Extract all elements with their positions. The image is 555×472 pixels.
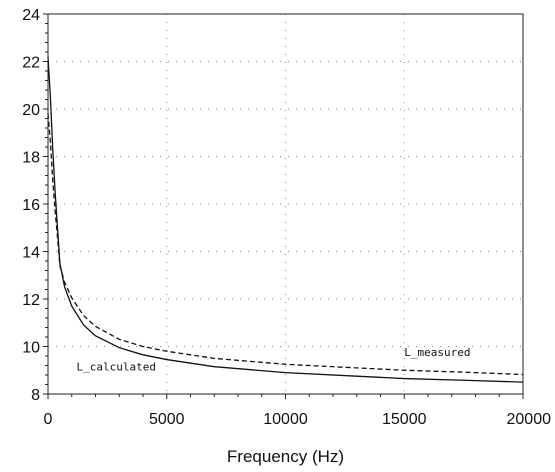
- annotations: L_calculated L_measured: [77, 346, 471, 373]
- y-axis: 8 10 12 14 16 18 20 22 24: [22, 7, 49, 404]
- y-tick-label: 16: [22, 197, 40, 214]
- y-tick-label: 12: [22, 292, 40, 309]
- y-tick-label: 18: [22, 150, 40, 167]
- y-tick-label: 20: [22, 102, 40, 119]
- x-tick-label: 20000: [507, 411, 552, 428]
- x-axis: 0 5000 10000 15000 20000: [44, 393, 552, 428]
- y-tick-label: 14: [22, 245, 40, 262]
- series-annotation: L_measured: [404, 346, 470, 359]
- y-tick-label: 24: [22, 7, 40, 24]
- plot-area: [48, 14, 523, 394]
- series-annotation: L_calculated: [77, 360, 156, 373]
- series-group: [47, 56, 524, 383]
- y-tick-label: 10: [22, 340, 40, 357]
- x-tick-label: 10000: [263, 411, 308, 428]
- series-line-l-calculated: [47, 56, 524, 383]
- x-tick-label: 0: [44, 411, 53, 428]
- x-axis-title: Frequency (Hz): [227, 447, 344, 466]
- series-line-l-measured: [47, 113, 524, 376]
- y-tick-label: 22: [22, 55, 40, 72]
- x-tick-label: 5000: [149, 411, 185, 428]
- x-tick-label: 15000: [382, 411, 427, 428]
- y-tick-label: 8: [31, 387, 40, 404]
